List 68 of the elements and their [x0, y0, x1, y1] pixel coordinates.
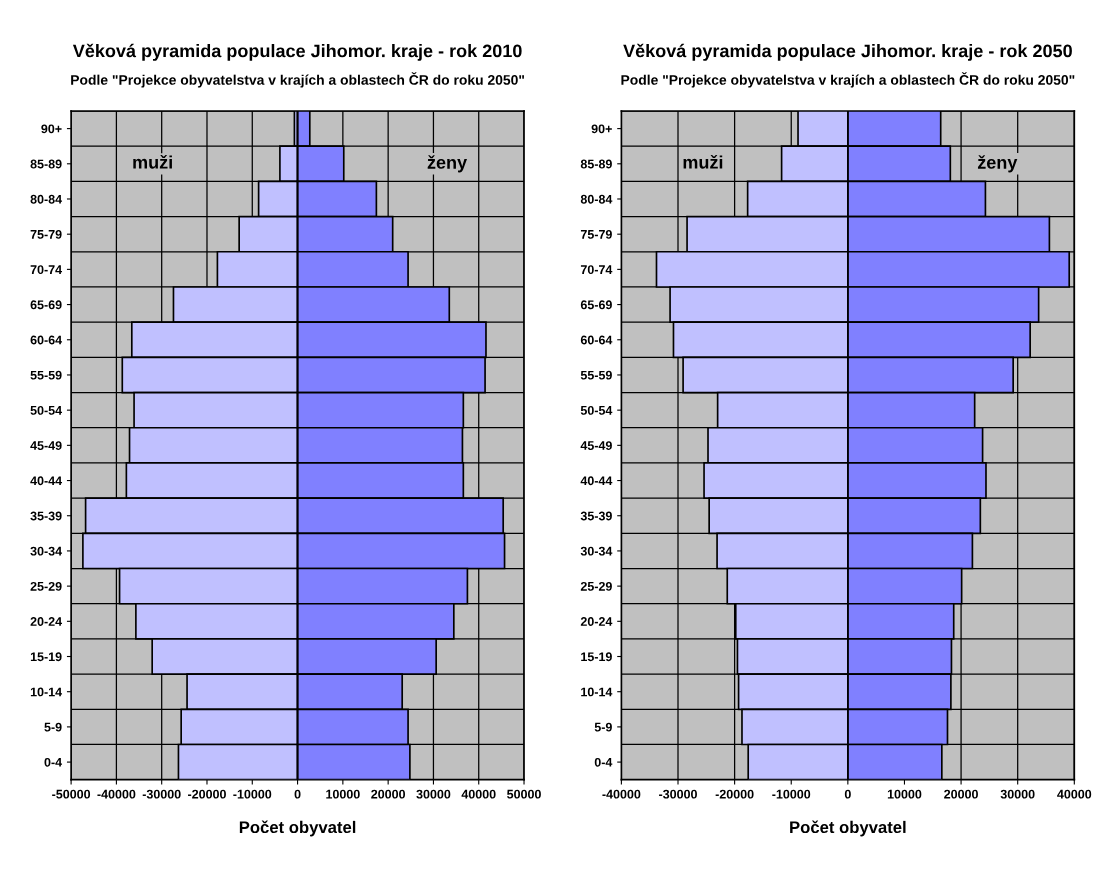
x-tick-label: 50000: [507, 789, 541, 799]
y-tick-label: 65-69: [30, 300, 62, 310]
x-tick-label: 30000: [416, 789, 451, 799]
y-tick-label: 55-59: [30, 370, 62, 380]
y-tick-label: 80-84: [580, 194, 613, 204]
x-tick-label: 0: [294, 789, 301, 799]
x-tick-label: 40000: [461, 789, 496, 799]
annotation: ženy: [427, 155, 467, 173]
y-tick-label: 40-44: [30, 476, 63, 486]
chart-subtitle: Podle "Projekce obyvatelstva v krajích a oblastech ČR do roku 2050": [71, 72, 525, 88]
y-tick-label: 15-19: [581, 652, 612, 662]
y-tick-label: 50-54: [30, 405, 63, 415]
x-tick-label: -20000: [715, 789, 754, 799]
y-tick-label: 50-54: [580, 405, 613, 415]
y-tick-label: 60-64: [580, 335, 613, 345]
x-tick-label: -30000: [142, 789, 181, 799]
x-axis-title: Počet obyvatel: [790, 820, 906, 837]
y-tick-label: 10-14: [581, 687, 613, 697]
y-tick-label: 35-39: [580, 511, 612, 521]
y-tick-label: 65-69: [580, 300, 612, 310]
chart-title: Věková pyramida populace Jihomor. kraje - rok 2010: [72, 43, 522, 61]
x-tick-label: -40000: [602, 789, 641, 799]
y-tick-label: 85-89: [580, 159, 612, 169]
y-tick-label: 5-9: [594, 722, 612, 732]
annotation: muži: [133, 154, 172, 169]
x-tick-label: -10000: [233, 789, 272, 799]
y-tick-label: 75-79: [30, 229, 62, 239]
y-tick-label: 45-49: [30, 441, 62, 450]
x-tick-label: -40000: [97, 789, 136, 799]
y-tick-label: 90+: [591, 124, 612, 134]
y-tick-label: 40-44: [580, 476, 613, 486]
chart-subtitle: Podle "Projekce obyvatelstva v krajích a oblastech ČR do roku 2050": [621, 72, 1075, 88]
chart-title: Věková pyramida populace Jihomor. kraje - rok 2050: [623, 43, 1072, 61]
y-tick-label: 25-29: [580, 581, 612, 591]
x-tick-label: 30000: [1000, 789, 1035, 799]
annotation: ženy: [977, 155, 1018, 173]
x-tick-label: 10000: [887, 789, 922, 799]
x-tick-label: -30000: [659, 789, 697, 799]
y-tick-label: 75-79: [580, 229, 612, 239]
y-tick-label: 55-59: [580, 370, 612, 380]
y-tick-label: 20-24: [30, 617, 63, 626]
y-tick-label: 0-4: [594, 757, 613, 767]
x-axis-title: Počet obyvatel: [239, 820, 356, 837]
y-tick-label: 70-74: [580, 265, 613, 275]
y-tick-label: 20-24: [580, 617, 613, 626]
y-tick-label: 90+: [41, 124, 62, 134]
y-tick-label: 15-19: [30, 652, 62, 662]
x-tick-label: -50000: [52, 789, 91, 799]
y-tick-label: 85-89: [30, 159, 62, 169]
y-tick-label: 0-4: [44, 757, 63, 767]
y-tick-label: 30-34: [30, 546, 63, 556]
x-tick-label: 20000: [371, 789, 406, 799]
x-tick-label: -10000: [772, 789, 811, 799]
y-tick-label: 80-84: [30, 194, 63, 204]
y-tick-label: 5-9: [44, 722, 62, 732]
x-tick-label: 0: [844, 789, 851, 799]
y-tick-label: 25-29: [30, 581, 62, 591]
y-tick-label: 10-14: [30, 687, 63, 697]
x-tick-label: 40000: [1057, 789, 1092, 799]
y-tick-label: 30-34: [580, 546, 613, 556]
x-tick-label: 10000: [326, 789, 360, 799]
x-tick-label: -20000: [188, 789, 226, 799]
y-tick-label: 45-49: [580, 441, 612, 450]
annotation: muži: [683, 154, 723, 169]
y-tick-label: 35-39: [30, 511, 62, 521]
y-tick-label: 70-74: [30, 265, 63, 275]
y-tick-label: 60-64: [30, 335, 63, 345]
x-tick-label: 20000: [944, 789, 978, 799]
